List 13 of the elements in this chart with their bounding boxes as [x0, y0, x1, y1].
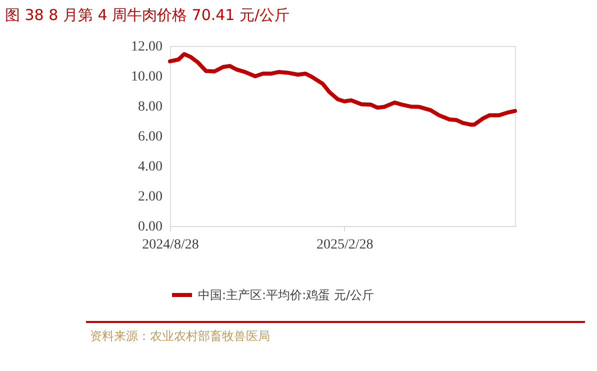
- y-tick-label: 4.00: [138, 160, 162, 174]
- y-tick-label: 12.00: [131, 40, 162, 54]
- legend-label: 中国:主产区:平均价:鸡蛋 元/公斤: [198, 288, 374, 302]
- chart-title: 图 38 8 月第 4 周牛肉价格 70.41 元/公斤: [5, 6, 290, 24]
- y-tick-label: 8.00: [138, 100, 162, 114]
- text: 资料来源：农业农村部畜牧兽医局: [90, 329, 270, 343]
- y-tick-label: 0.00: [138, 220, 162, 234]
- y-tick-label: 2.00: [138, 190, 162, 204]
- x-tick-label: 2024/8/28: [142, 238, 199, 252]
- y-tick-label: 6.00: [138, 130, 162, 144]
- x-tick-label: 2025/2/28: [316, 238, 374, 252]
- line-series: [168, 52, 517, 127]
- y-tick-label: 10.00: [131, 70, 162, 84]
